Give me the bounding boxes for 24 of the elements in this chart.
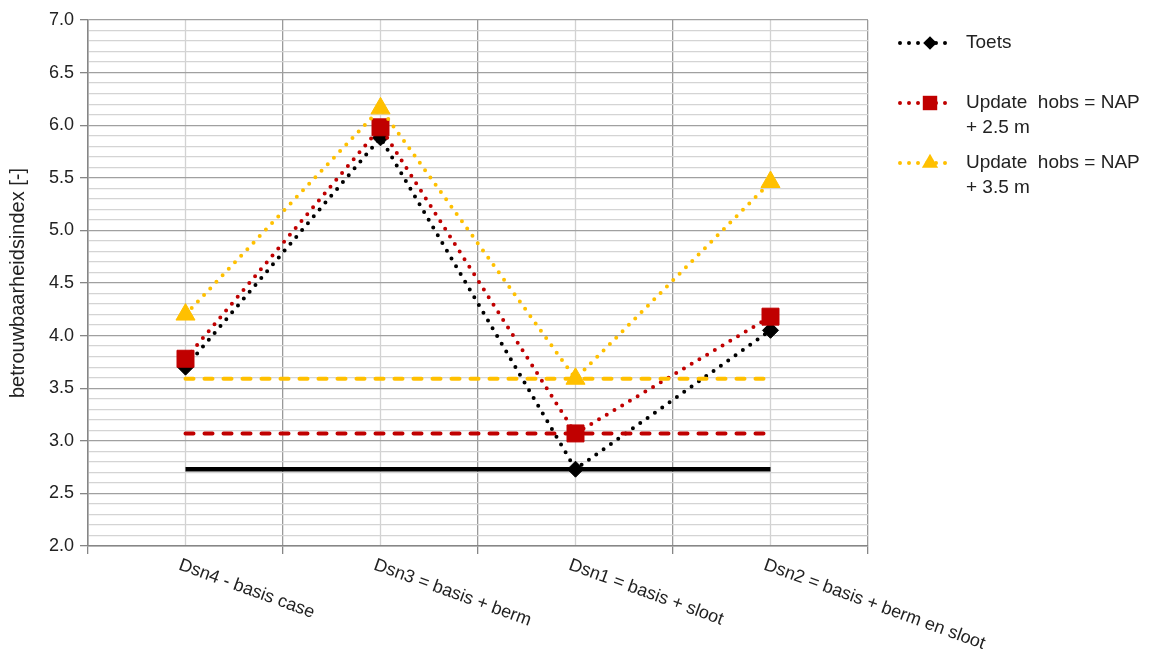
y-tick-label: 6.0 [48,114,74,135]
y-axis-title: betrouwbaarheidsindex [-] [5,167,28,399]
x-tick-label: Dsn3 = basis + berm [371,554,535,630]
point [566,424,585,443]
point [371,118,390,137]
y-tick-label: 3.5 [48,377,74,398]
y-tick-label: 2.5 [48,482,74,503]
point [761,307,780,326]
point [176,349,195,368]
y-tick-label: 5.0 [48,219,74,240]
legend-label: Update hobs = NAP + 2.5 m [966,91,1140,138]
y-tick-label: 4.5 [48,271,74,292]
x-tick-label: Dsn4 - basis case [176,554,318,622]
y-tick-label: 5.5 [48,166,74,187]
y-tick-label: 4.0 [48,324,74,345]
x-tick-label: Dsn2 = basis + berm en sloot [761,554,989,653]
y-tick-label: 6.5 [48,61,74,82]
y-tick-label: 7.0 [48,8,74,29]
legend-label: Toets [966,31,1012,53]
y-tick-label: 3.0 [48,429,74,450]
y-tick-label: 2.0 [48,534,74,555]
x-tick-label: Dsn1 = basis + sloot [566,554,727,629]
point [760,170,781,189]
legend-label: Update hobs = NAP + 3.5 m [966,151,1140,198]
